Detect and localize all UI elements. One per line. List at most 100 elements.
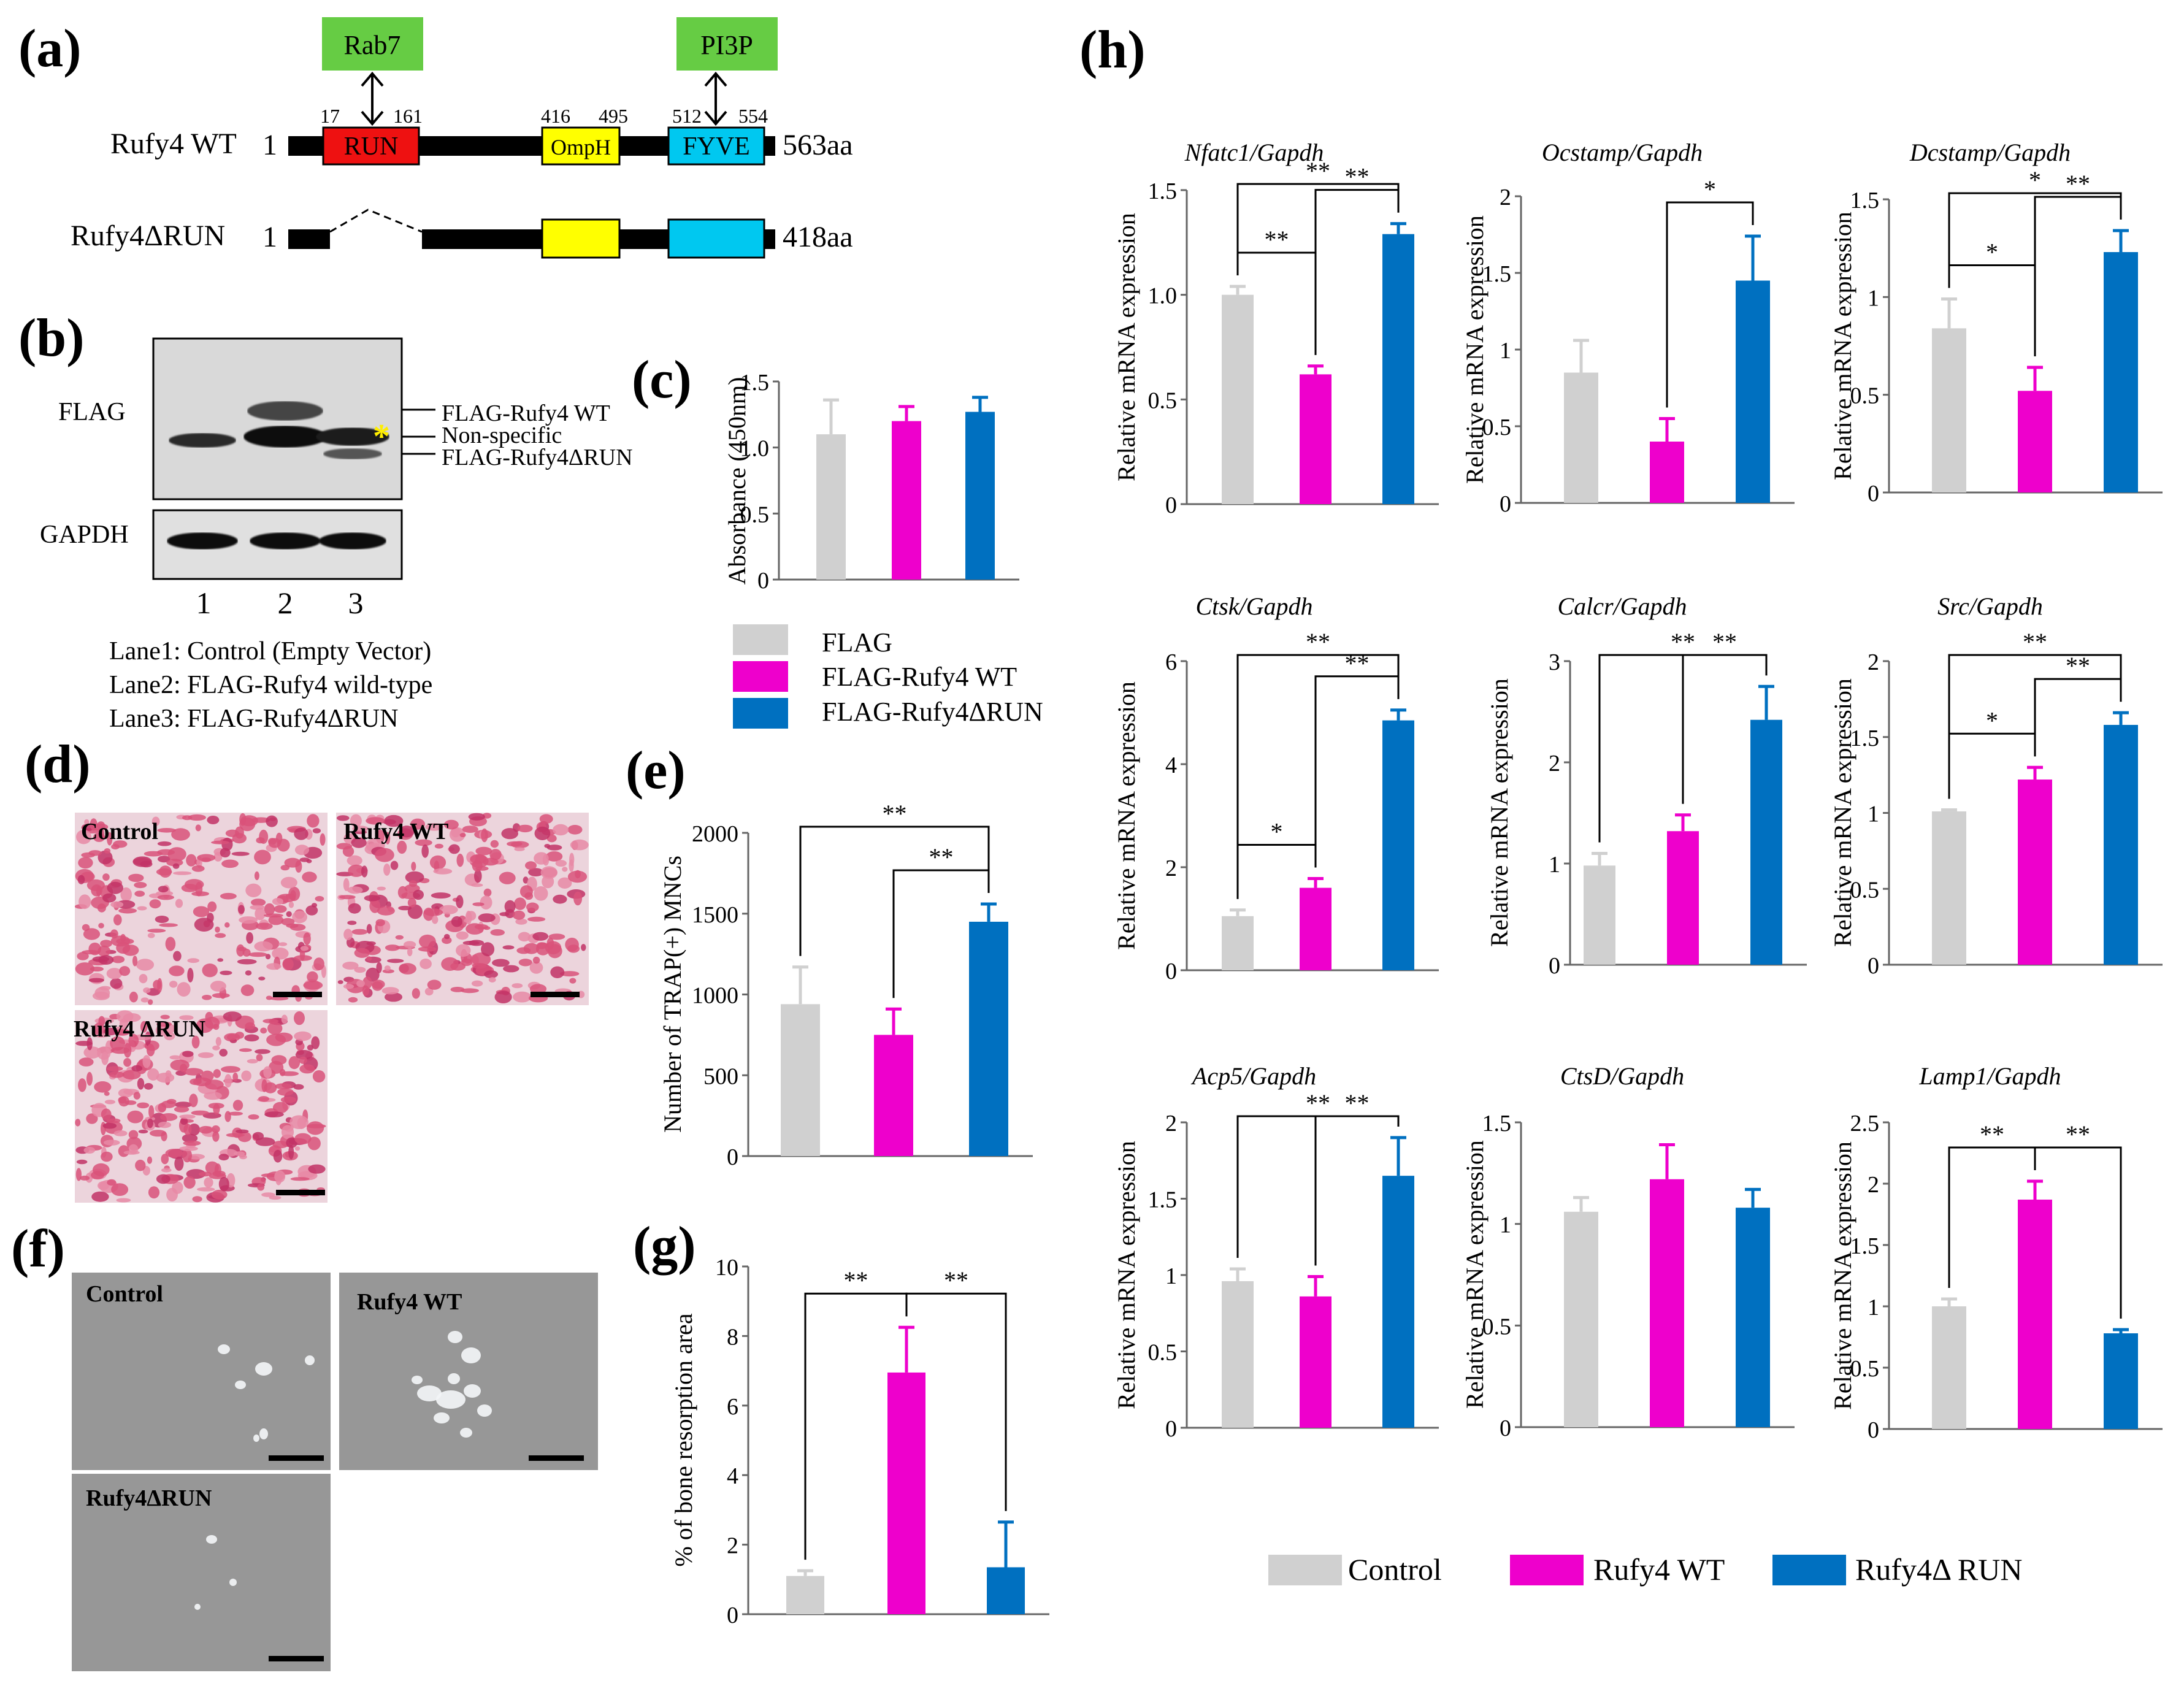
trap-cell — [456, 853, 464, 867]
trap-cell — [244, 1034, 259, 1042]
y-axis-label: Absorbance (450nm) — [723, 377, 751, 585]
bar-wt — [887, 1372, 925, 1614]
y-tick-label: 0.5 — [1148, 388, 1178, 413]
scale-bar-d-drun — [276, 1190, 325, 1195]
trap-cell — [237, 946, 247, 951]
trap-cell — [82, 949, 101, 955]
trap-cell — [354, 967, 366, 973]
y-tick-label: 1.0 — [1148, 283, 1178, 309]
trap-cell — [303, 932, 311, 945]
trap-cell — [407, 948, 413, 957]
bar-drun — [969, 921, 1008, 1156]
resorption-pit — [460, 1428, 472, 1438]
trap-cell — [224, 922, 230, 928]
trap-cell — [553, 894, 567, 904]
resorption-pit — [464, 1384, 481, 1398]
trap-cell — [397, 840, 407, 854]
trap-cell — [128, 1033, 139, 1048]
trap-cell — [236, 1129, 249, 1133]
trap-cell — [165, 937, 176, 951]
trap-cell — [131, 1065, 143, 1072]
trap-cell — [179, 1146, 198, 1151]
trap-cell — [569, 978, 577, 984]
bar-control — [816, 434, 846, 580]
trap-cell — [94, 1081, 112, 1093]
trap-cell — [107, 1179, 117, 1186]
trap-cell — [157, 895, 174, 900]
chart-h2: 0 0.5 1 1.5 2 Relative mRNA expression Ocstamp… — [1461, 139, 1795, 517]
trap-cell — [482, 857, 499, 866]
trap-cell — [166, 1187, 178, 1202]
scale-bar-f-wt — [529, 1455, 584, 1461]
y-tick-label: 2 — [727, 1533, 738, 1559]
trap-cell — [220, 848, 231, 858]
trap-cell — [186, 854, 197, 867]
pi3p-box — [676, 17, 778, 71]
trap-cell — [182, 1148, 192, 1163]
trap-cell — [383, 864, 391, 876]
trap-cell — [420, 959, 432, 970]
trap-cell — [259, 829, 269, 844]
trap-cell — [387, 959, 404, 963]
trap-cell — [224, 1074, 232, 1088]
trap-cell — [149, 899, 161, 909]
trap-cell — [532, 956, 540, 964]
trap-cell — [450, 987, 465, 992]
bar-drun — [1382, 1176, 1414, 1428]
trap-cell — [223, 1011, 242, 1022]
trap-cell — [245, 970, 252, 976]
lane-legend-1: Lane1: Control (Empty Vector) — [109, 637, 431, 665]
run-domain — [322, 126, 420, 166]
trap-cell — [347, 855, 362, 866]
trap-cell — [505, 909, 515, 919]
y-tick-label: 1 — [1500, 338, 1511, 364]
y-tick-label: 0.5 — [1850, 1356, 1880, 1382]
trap-cell — [266, 1033, 286, 1046]
trap-cell — [383, 819, 396, 825]
trap-cell — [239, 916, 258, 924]
y-tick-label: 1 — [1500, 1212, 1511, 1238]
y-tick-label: 0 — [1549, 953, 1560, 979]
trap-cell — [306, 859, 312, 864]
trap-cell — [260, 1027, 267, 1034]
y-tick-label: 0 — [757, 568, 769, 594]
trap-cell — [266, 995, 273, 1000]
trap-cell — [77, 952, 89, 960]
trap-cell — [147, 933, 155, 938]
y-tick-label: 1.5 — [1482, 261, 1512, 287]
y-tick-label: 1000 — [692, 983, 738, 1009]
y-tick-label: 0 — [1165, 959, 1177, 984]
trap-cell — [128, 873, 144, 883]
trap-cell — [199, 1125, 213, 1134]
trap-cell — [156, 1021, 172, 1027]
trap-cell — [173, 871, 192, 875]
trap-cell — [460, 988, 479, 994]
trap-cell — [471, 980, 483, 987]
trap-cell — [294, 1011, 305, 1025]
trap-cell — [342, 962, 359, 970]
trap-cell — [175, 898, 183, 908]
trap-cell — [343, 984, 354, 989]
trap-cell — [286, 1137, 297, 1148]
trap-cell — [294, 1133, 312, 1144]
fyve-domain-label: FYVE — [683, 132, 750, 161]
pit-image-drun — [72, 1474, 331, 1671]
significance-label: ** — [1345, 1089, 1370, 1117]
y-tick-label: 6 — [727, 1394, 738, 1420]
trap-cell — [424, 987, 434, 996]
trap-cell — [167, 847, 186, 862]
trap-cell — [217, 958, 224, 962]
trap-cell — [101, 1151, 113, 1162]
significance-label: ** — [1345, 163, 1370, 191]
chart-title: Ctsk/Gapdh — [1195, 592, 1312, 620]
drun-omph-domain — [541, 218, 621, 259]
trap-cell — [293, 1084, 304, 1090]
trap-label-control: Control — [81, 819, 158, 845]
trap-cell — [481, 828, 488, 843]
bar-control — [1222, 916, 1254, 970]
pits-control — [218, 1344, 315, 1442]
gapdh-band-2 — [250, 532, 321, 550]
bar-drun — [987, 1567, 1025, 1614]
y-tick-label: 2000 — [692, 821, 738, 847]
trap-cell — [366, 956, 372, 961]
